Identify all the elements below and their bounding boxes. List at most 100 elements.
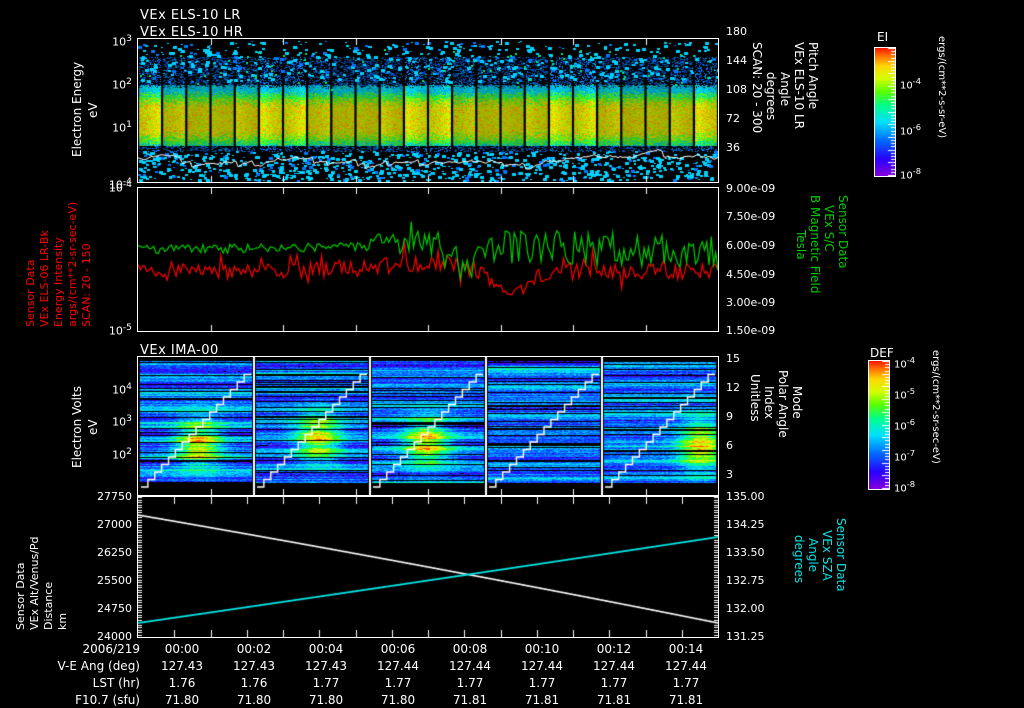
panel1-title-hr: VEx ELS-10 HR bbox=[140, 25, 244, 40]
panel3-left-axis-label: Electron Volts bbox=[70, 386, 84, 468]
panel4-left-label-2: Distance bbox=[42, 581, 55, 630]
panel4-y2tick-5: 131.25 bbox=[726, 630, 765, 643]
colorbar-def-title: DEF bbox=[870, 346, 894, 360]
table-label-lst: LST (hr) bbox=[92, 675, 140, 690]
panel2-y2tick-0: 9.00e-09 bbox=[726, 182, 776, 195]
table-cell-lst-7: 1.77 bbox=[672, 675, 700, 690]
panel2-left-label-3: args/(cm**2-sr-sec-eV) bbox=[66, 201, 79, 327]
colorbar-def-canvas bbox=[869, 361, 889, 489]
panel2-canvas bbox=[138, 188, 718, 331]
panel2-left-label-4: SCAN: 20 - 150 bbox=[80, 243, 93, 327]
panel3-right-label-3: Unitless bbox=[748, 374, 762, 422]
panel3-right-label-0: Mode bbox=[790, 386, 804, 419]
table-cell-lst-1: 1.76 bbox=[240, 675, 268, 690]
panel4-y2tick-2: 133.50 bbox=[726, 546, 765, 559]
panel4-right-label-2: Angle bbox=[806, 538, 820, 573]
colorbar-ei-canvas bbox=[875, 48, 895, 176]
panel1-right-label-2: Angle bbox=[778, 72, 792, 107]
colorbar-def-tick-2: 10-6 bbox=[894, 417, 916, 433]
table-cell-lst-6: 1.77 bbox=[600, 675, 628, 690]
table-label-ve-ang: V-E Ang (deg) bbox=[57, 658, 140, 673]
colorbar-ei bbox=[874, 47, 896, 177]
panel1-y2tick-4: 36 bbox=[726, 141, 740, 154]
table-cell-time-5: 00:10 bbox=[524, 641, 560, 656]
panel3-y2tick-0: 15 bbox=[726, 352, 740, 365]
panel4-left-label-3: km bbox=[56, 612, 69, 630]
panel-bfield-intensity bbox=[137, 187, 719, 332]
panel4-ytick-5: 24000 bbox=[97, 630, 132, 643]
table-cell-time-4: 00:08 bbox=[452, 641, 488, 656]
panel1-right-label-3: degrees bbox=[764, 72, 778, 121]
colorbar-ei-tick-1: 10-6 bbox=[900, 122, 922, 138]
panel1-canvas bbox=[138, 39, 718, 182]
panel3-y2tick-2: 9 bbox=[726, 410, 733, 423]
panel-altitude-sza bbox=[137, 496, 719, 638]
table-cell-veang-1: 127.43 bbox=[233, 658, 275, 673]
bottom-data-table: 2006/219 00:00 00:02 00:04 00:06 00:08 0… bbox=[0, 640, 722, 708]
table-row-ve-ang: V-E Ang (deg) 127.43 127.43 127.43 127.4… bbox=[0, 657, 722, 674]
panel2-y2tick-5: 1.50e-09 bbox=[726, 324, 776, 337]
panel3-ytick-2: 102 bbox=[112, 446, 132, 462]
panel1-right-label-4: SCAN: 20 - 300 bbox=[750, 42, 764, 134]
panel4-y2tick-4: 132.00 bbox=[726, 602, 765, 615]
panel3-canvas bbox=[138, 357, 718, 495]
panel3-right-label-2: Index bbox=[762, 386, 776, 420]
panel1-ytick-0: 103 bbox=[112, 33, 132, 49]
panel2-left-label-1: VEx ELS-06 LR-Bk bbox=[38, 230, 51, 327]
table-cell-veang-2: 127.43 bbox=[305, 658, 347, 673]
panel3-y2tick-4: 3 bbox=[726, 468, 733, 481]
table-row-f107: F10.7 (sfu) 71.80 71.80 71.80 71.80 71.8… bbox=[0, 691, 722, 708]
panel2-y2tick-1: 7.50e-09 bbox=[726, 210, 776, 223]
panel-els-spectrogram bbox=[137, 38, 719, 183]
panel3-title: VEx IMA-00 bbox=[140, 343, 219, 358]
panel2-right-label-1: VEx S/C bbox=[822, 205, 836, 252]
panel4-right-label-3: degrees bbox=[792, 535, 806, 584]
panel4-y2tick-0: 135.00 bbox=[726, 490, 765, 503]
panel2-right-label-3: Tesla bbox=[794, 230, 808, 260]
colorbar-def-tick-0: 10-4 bbox=[894, 355, 916, 371]
colorbar-def-tick-1: 10-5 bbox=[894, 386, 916, 402]
table-cell-veang-7: 127.44 bbox=[665, 658, 707, 673]
panel3-ytick-0: 104 bbox=[112, 381, 132, 397]
panel2-y2tick-3: 4.50e-09 bbox=[726, 268, 776, 281]
panel4-ytick-0: 27750 bbox=[97, 490, 132, 503]
table-cell-lst-0: 1.76 bbox=[168, 675, 196, 690]
table-cell-f107-7: 71.81 bbox=[668, 692, 704, 707]
panel1-right-label-1: VEx ELS-10 LR bbox=[792, 42, 806, 130]
panel1-ytick-2: 101 bbox=[112, 119, 132, 135]
table-cell-time-0: 00:00 bbox=[164, 641, 200, 656]
panel3-y2tick-1: 12 bbox=[726, 381, 740, 394]
table-row-time: 2006/219 00:00 00:02 00:04 00:06 00:08 0… bbox=[0, 640, 722, 657]
panel1-ytick-3: 10-4 bbox=[108, 176, 132, 192]
panel1-ytick-1: 102 bbox=[112, 76, 132, 92]
panel4-ytick-1: 27000 bbox=[97, 518, 132, 531]
panel3-right-label-1: Polar Angle bbox=[776, 370, 790, 438]
table-cell-time-6: 00:12 bbox=[596, 641, 632, 656]
colorbar-def-tick-4: 10-8 bbox=[894, 479, 916, 495]
panel1-y2tick-2: 108 bbox=[726, 83, 747, 96]
table-cell-f107-6: 71.81 bbox=[596, 692, 632, 707]
panel1-left-axis-label: Electron Energy bbox=[70, 61, 84, 158]
panel1-y2tick-1: 144 bbox=[726, 54, 747, 67]
panel1-title-lr: VEx ELS-10 LR bbox=[140, 8, 241, 23]
table-cell-veang-6: 127.44 bbox=[593, 658, 635, 673]
panel2-ytick-0: 10-4 bbox=[108, 179, 132, 195]
table-date-label: 2006/219 bbox=[82, 641, 141, 656]
colorbar-def bbox=[868, 360, 890, 490]
panel1-right-label-0: Pitch Angle bbox=[806, 42, 820, 110]
table-cell-lst-2: 1.77 bbox=[312, 675, 340, 690]
colorbar-ei-tick-0: 10-4 bbox=[900, 76, 922, 92]
panel4-right-label-0: Sensor Data bbox=[834, 518, 848, 592]
table-cell-lst-3: 1.77 bbox=[384, 675, 412, 690]
panel2-left-label-2: Energy Intensity bbox=[52, 237, 65, 327]
panel-ima-spectrogram bbox=[137, 356, 719, 496]
table-cell-time-7: 00:14 bbox=[668, 641, 704, 656]
table-cell-veang-4: 127.44 bbox=[449, 658, 491, 673]
table-cell-time-2: 00:04 bbox=[308, 641, 344, 656]
panel3-ytick-1: 103 bbox=[112, 413, 132, 429]
panel4-y2tick-1: 134.25 bbox=[726, 518, 765, 531]
table-cell-f107-0: 71.80 bbox=[164, 692, 200, 707]
table-cell-time-3: 00:06 bbox=[380, 641, 416, 656]
panel1-y2tick-3: 72 bbox=[726, 112, 740, 125]
table-label-f107: F10.7 (sfu) bbox=[75, 692, 140, 707]
